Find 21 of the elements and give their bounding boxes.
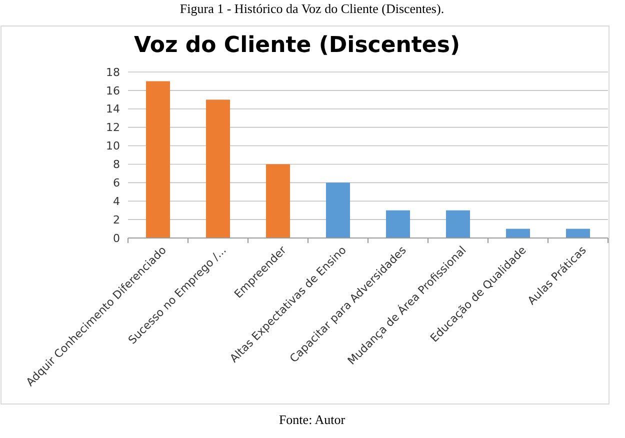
bar — [566, 228, 590, 238]
y-tick-label: 4 — [113, 194, 120, 208]
y-tick-label: 6 — [113, 176, 120, 190]
bar — [206, 100, 230, 238]
bar — [386, 210, 410, 238]
y-tick-label: 12 — [106, 121, 120, 134]
y-tick-label: 14 — [106, 102, 120, 116]
y-tick-label: 8 — [113, 158, 120, 172]
bar — [506, 228, 530, 238]
y-tick-label: 0 — [113, 232, 120, 245]
y-tick-label: 16 — [106, 84, 120, 98]
y-tick-label: 10 — [106, 140, 120, 153]
source-note: Fonte: Autor — [278, 412, 346, 427]
y-tick-label: 18 — [106, 66, 120, 79]
bar — [446, 210, 470, 238]
chart-title: Voz do Cliente (Discentes) — [134, 33, 460, 58]
bar — [146, 81, 170, 238]
bar — [266, 164, 290, 238]
y-tick-label: 2 — [113, 213, 120, 226]
bar — [326, 182, 350, 238]
text: Figura 1 - Histórico da Voz do Cliente (Discentes). — [180, 1, 444, 16]
